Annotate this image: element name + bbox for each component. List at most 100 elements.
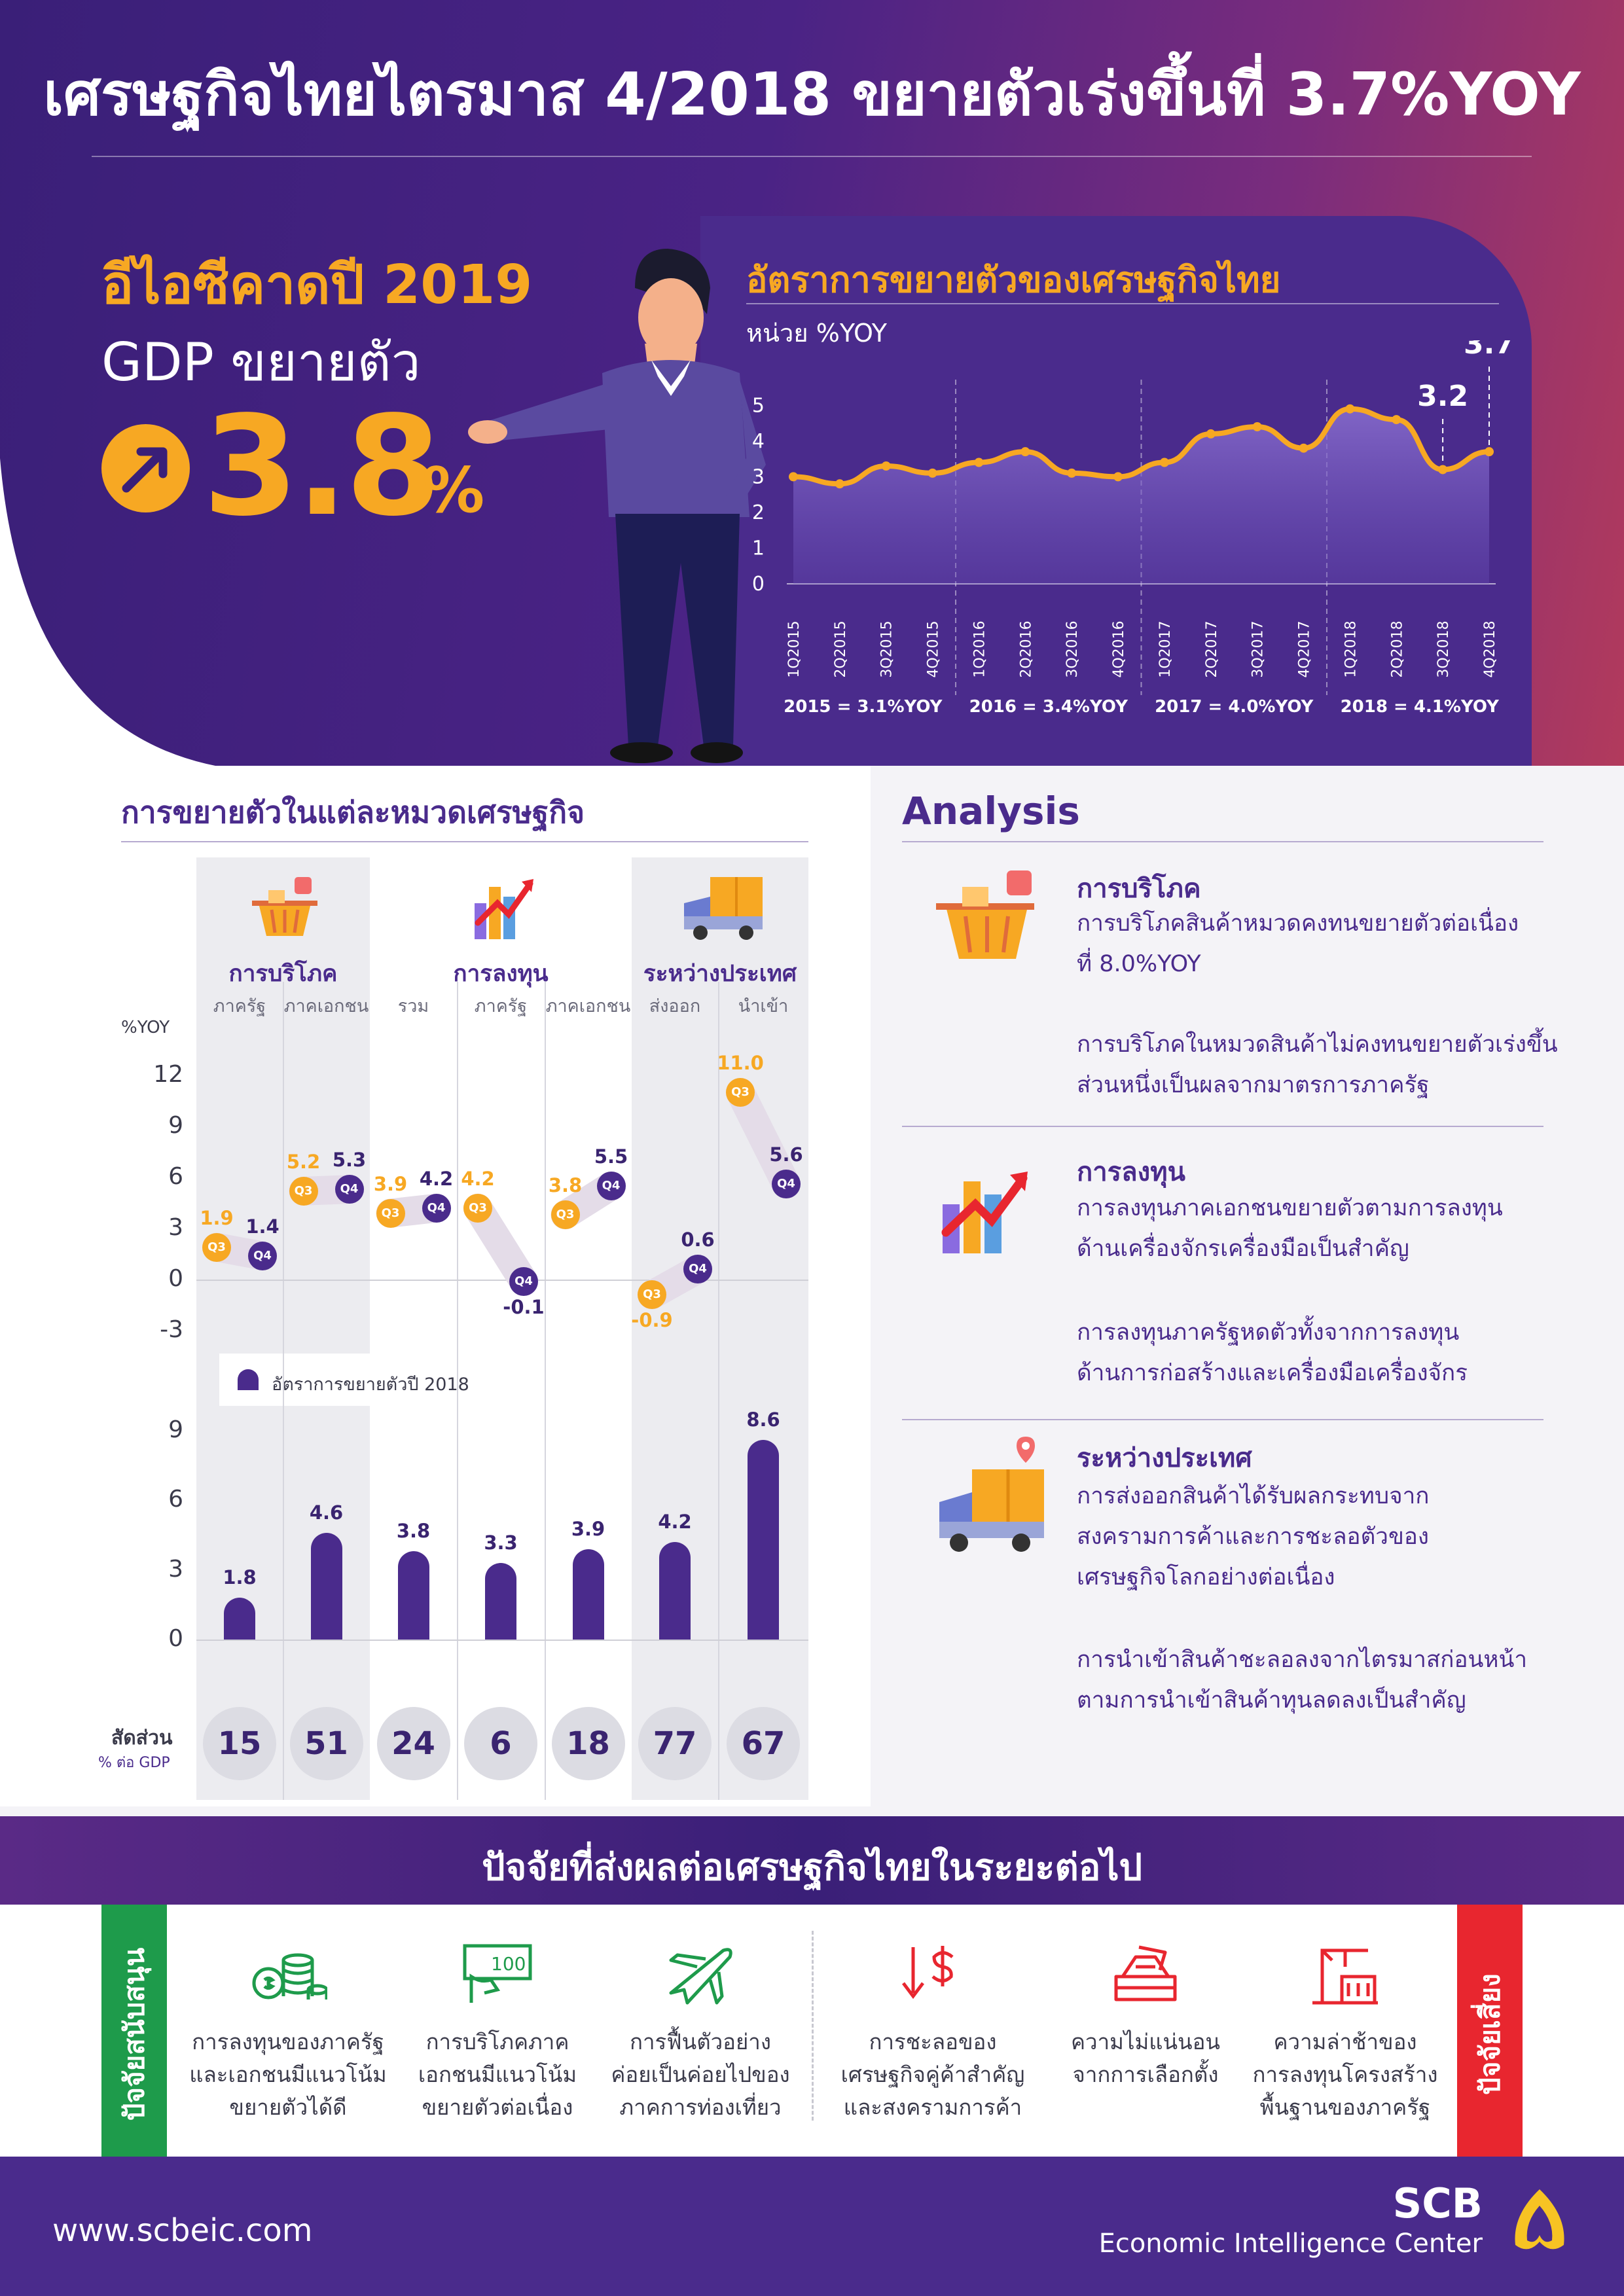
sub-category-label: ภาครัฐ [213, 996, 266, 1016]
bar [748, 1439, 779, 1640]
analysis-text: การลงทุนภาคเอกชนขยายตัวตามการลงทุน [1077, 1195, 1503, 1221]
share-circle: 51 [289, 1707, 363, 1780]
scb-logo-icon [1515, 2189, 1564, 2250]
growth-area-fill [793, 408, 1489, 584]
support-factor-text: การลงทุนของภาครัฐ และเอกชนมีแนวโน้ม ขยายตั… [170, 2026, 406, 2124]
share-circle: 18 [551, 1707, 625, 1780]
analysis-text: ด้านเครื่องจักรเครื่องมือเป็นสำคัญ [1077, 1236, 1409, 1262]
dot-y-tick: 3 [168, 1214, 183, 1241]
share-circle: 77 [638, 1707, 712, 1780]
x-tick-label: 1Q2018 [1343, 620, 1359, 677]
analysis-text: ด้านการก่อสร้างและเครื่องมือเครื่องจักร [1077, 1360, 1468, 1386]
y-tick-label: 0 [752, 573, 765, 596]
y-tick-label: 4 [752, 430, 765, 453]
analysis-divider [902, 1126, 1543, 1127]
dot-y-tick: 0 [168, 1265, 183, 1292]
year-summary-label: 2015 = 3.1%YOY [784, 697, 943, 717]
footer-url[interactable]: www.scbeic.com [52, 2212, 313, 2249]
risk-tab: ปัจจัยเสี่ยง [1457, 1905, 1523, 2157]
title-divider [92, 156, 1532, 157]
growth-point [881, 461, 891, 471]
investment-chart-icon [475, 879, 533, 939]
q4-dot: Q4 [683, 1255, 712, 1284]
bar-value-label: 4.6 [309, 1501, 344, 1524]
investment-chart-icon [941, 1172, 1028, 1253]
factor-line: เศรษฐกิจคู่ค้าสำคัญ [840, 2062, 1025, 2087]
sub-category-label: นำเข้า [738, 996, 789, 1016]
analysis-divider [902, 841, 1543, 842]
analysis-text: ตามการนำเข้าสินค้าทุนลดลงเป็นสำคัญ [1077, 1687, 1466, 1713]
shopping-basket-icon [252, 877, 317, 936]
factors-divider [812, 1931, 814, 2121]
q3-value-label: -0.9 [631, 1309, 673, 1332]
arrow-up-right-icon [101, 424, 190, 512]
growth-chart-title: อัตราการขยายตัวของเศรษฐกิจไทย [746, 259, 1281, 300]
factor-line: การลงทุนโครงสร้าง [1252, 2062, 1438, 2087]
q4-value-label: -0.1 [503, 1295, 545, 1318]
callout-label: 3.2 [1417, 380, 1468, 413]
q3-dot: Q3 [376, 1198, 405, 1228]
growth-point [1252, 422, 1262, 431]
factor-line: จากการเลือกตั้ง [1072, 2062, 1219, 2087]
bar [485, 1562, 516, 1640]
q3-value-label: 1.9 [200, 1206, 234, 1229]
year-summary-label: 2017 = 4.0%YOY [1155, 697, 1314, 717]
analysis-text: การนำเข้าสินค้าชะลอลงจากไตรมาสก่อนหน้า [1077, 1647, 1528, 1673]
factors-title: ปัจจัยที่ส่งผลต่อเศรษฐกิจไทยในระยะต่อไป [481, 1846, 1143, 1889]
growth-point [835, 479, 844, 489]
support-factor-text: การฟื้นตัวอย่าง ค่อยเป็นค่อยไปของ ภาคการท่… [583, 2026, 818, 2124]
callout-label: 3.7 [1464, 340, 1515, 361]
factors-band [0, 1816, 1624, 1905]
sub-category-label: ภาคเอกชน [283, 996, 369, 1016]
sub-category-label: ภาคเอกชน [545, 996, 631, 1016]
factor-line: ภาคการท่องเที่ยว [619, 2094, 782, 2120]
sector-section-title: การขยายตัวในแต่ละหมวดเศรษฐกิจ [121, 795, 585, 830]
forecast-value: 3.8 [203, 386, 441, 547]
bar-y-tick: 9 [168, 1416, 183, 1443]
x-tick-label: 4Q2016 [1111, 620, 1127, 677]
page-title: เศรษฐกิจไทยไตรมาส 4/2018 ขยายตัวเร่งขึ้น… [43, 60, 1581, 129]
q3-dot: Q3 [463, 1193, 492, 1223]
growth-chart-unit: หน่วย %YOY [746, 319, 887, 348]
x-tick-label: 1Q2016 [971, 620, 988, 677]
q3-dot: Q3 [202, 1232, 231, 1262]
support-label: ปัจจัยสนับสนุน [118, 1947, 151, 2121]
q4-dot: Q4 [509, 1266, 538, 1296]
dot-y-tick: 12 [153, 1061, 183, 1088]
growth-point [1067, 468, 1077, 478]
x-tick-label: 1Q2015 [786, 620, 803, 677]
growth-point [1113, 472, 1123, 482]
dot-y-tick: 9 [168, 1112, 183, 1139]
analysis-text: ที่ 8.0%YOY [1077, 951, 1201, 977]
y-tick-label: 5 [752, 394, 765, 417]
bar-value-label: 3.8 [396, 1520, 431, 1543]
support-tab: ปัจจัยสนับสนุน [101, 1905, 167, 2157]
growth-area-chart: 0 1 2 3 4 5 3.2 3.7 1Q2015 2Q2015 3Q2015 4Q2015 1Q20… [752, 340, 1515, 717]
factor-line: การบริโภคภาค [425, 2029, 569, 2054]
q4-value-label: 0.6 [681, 1229, 715, 1251]
factor-line: ความไม่แน่นอน [1070, 2029, 1220, 2054]
bar-legend: อัตราการขยายตัวปี 2018 [219, 1354, 469, 1406]
growth-point [1392, 415, 1401, 425]
sector-divider [121, 841, 808, 842]
x-tick-label: 3Q2016 [1064, 620, 1081, 677]
share-circle: 6 [464, 1707, 537, 1780]
delivery-truck-icon [684, 877, 763, 940]
q3-dot: Q3 [726, 1078, 755, 1107]
group-trade: ระหว่างประเทศ [643, 961, 797, 987]
growth-chart-divider [746, 303, 1499, 304]
dollar-down-icon [902, 1946, 954, 2000]
analysis-text: การลงทุนภาครัฐหดตัวทั้งจากการลงทุน [1077, 1319, 1460, 1346]
bar [224, 1598, 255, 1640]
x-tick-label: 4Q2015 [926, 620, 942, 677]
x-tick-label: 2Q2017 [1204, 620, 1220, 677]
analysis-text: สงครามการค้าและการชะลอตัวของ [1077, 1524, 1429, 1550]
hero-curve [0, 458, 871, 772]
column-divider [718, 982, 719, 1800]
share-circle: 67 [727, 1707, 800, 1780]
sub-category-label: รวม [397, 996, 429, 1016]
x-tick-label: 1Q2017 [1157, 620, 1174, 677]
sub-category-label: ภาครัฐ [474, 996, 528, 1016]
q4-dot: Q4 [422, 1193, 451, 1223]
analysis-heading-investment: การลงทุน [1077, 1157, 1185, 1187]
